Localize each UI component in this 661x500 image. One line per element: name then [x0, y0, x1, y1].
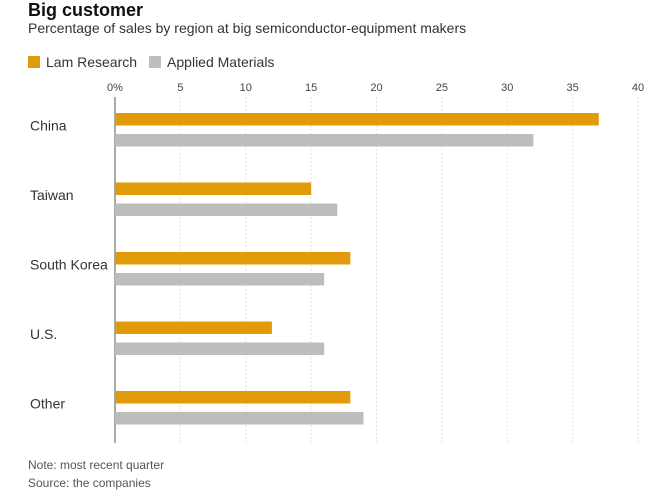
legend-label-lam: Lam Research	[46, 54, 138, 70]
x-tick-label: 20	[370, 82, 382, 94]
x-tick-label: 0%	[107, 82, 123, 94]
category-label: Other	[30, 396, 65, 412]
x-tick-label: 35	[567, 82, 579, 94]
x-tick-label: 25	[436, 82, 448, 94]
legend: Lam Research Applied Materials	[28, 54, 286, 70]
x-tick-label: 40	[632, 82, 644, 94]
bar-lam	[115, 113, 599, 126]
bar-lam	[115, 182, 312, 195]
legend-swatch-lam	[28, 56, 40, 68]
bar-applied	[115, 273, 325, 286]
bar-applied	[115, 203, 338, 216]
bar-applied	[115, 412, 364, 425]
chart-note: Note: most recent quarter	[28, 458, 165, 472]
x-tick-label: 15	[305, 82, 317, 94]
category-label: U.S.	[30, 326, 57, 342]
bar-applied	[115, 134, 534, 147]
category-label: Taiwan	[30, 187, 74, 203]
legend-item-lam: Lam Research	[28, 54, 137, 70]
category-label: South Korea	[30, 257, 108, 273]
bar-chart: 0% 5 10 15 20 25 30 35 40 China Taiwan South Korea U…	[30, 82, 644, 443]
chart-subtitle: Percentage of sales by region at big sem…	[28, 20, 467, 36]
legend-label-applied: Applied Materials	[167, 54, 275, 70]
bar-lam	[115, 391, 351, 404]
legend-item-applied: Applied Materials	[149, 54, 274, 70]
chart-title: Big customer	[28, 0, 144, 20]
bar-lam	[115, 321, 272, 334]
bar-lam	[115, 252, 351, 265]
x-tick-label: 10	[240, 82, 252, 94]
legend-swatch-applied	[149, 56, 162, 68]
x-tick-label: 30	[501, 82, 513, 94]
chart-source: Source: the companies	[28, 476, 151, 490]
category-label: China	[30, 118, 67, 134]
bar-applied	[115, 342, 325, 355]
x-tick-label: 5	[177, 82, 183, 94]
